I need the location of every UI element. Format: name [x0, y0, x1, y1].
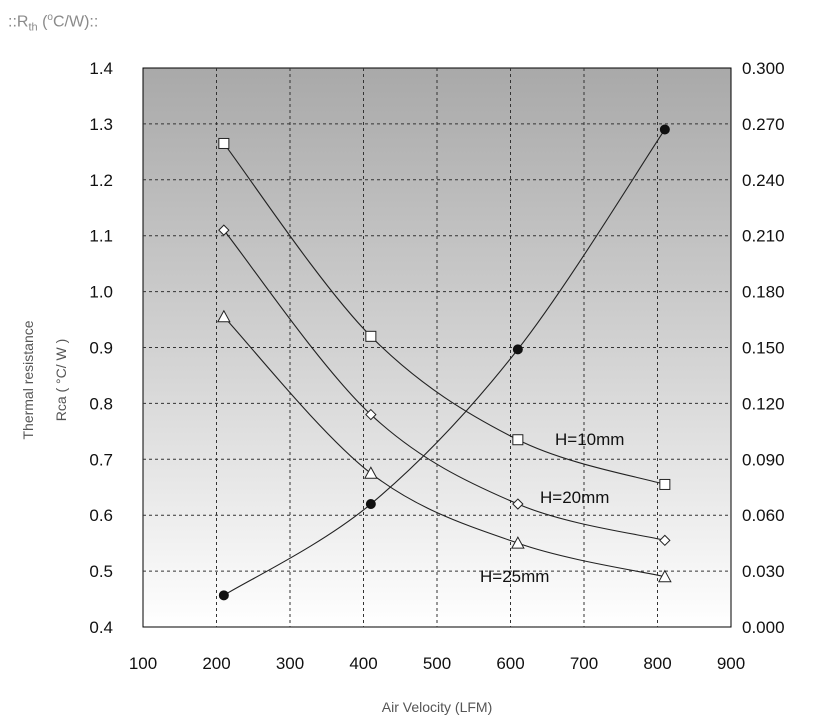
data-point-triangle	[658, 569, 672, 583]
y2-tick-label: 0.090	[742, 450, 785, 469]
y-axis-label-line1: Thermal resistance	[20, 320, 36, 439]
y2-tick-label: 0.150	[742, 339, 785, 358]
data-point-diamond	[365, 408, 377, 421]
y-tick-label: 0.6	[89, 506, 113, 525]
y-tick-label: 1.0	[89, 283, 113, 302]
grid-lines	[143, 68, 731, 627]
y2-tick-label: 0.060	[742, 506, 785, 525]
y2-tick-label: 0.030	[742, 562, 785, 581]
series-labels: H=10mm H=20mm H=25mm	[480, 430, 624, 586]
data-point-diamond	[659, 534, 671, 547]
y2-tick-label: 0.270	[742, 115, 785, 134]
x-tick-label: 700	[570, 654, 598, 673]
data-point-square	[218, 137, 230, 149]
data-point-circle	[218, 590, 229, 601]
series-label: H=25mm	[480, 567, 549, 586]
series-line	[223, 129, 666, 596]
series-1	[218, 137, 671, 490]
series-line	[223, 143, 666, 485]
x-tick-label: 300	[276, 654, 304, 673]
series-group	[217, 124, 672, 601]
x-tick-label: 200	[202, 654, 230, 673]
data-point-square	[512, 434, 524, 446]
y-tick-label: 0.4	[89, 618, 113, 637]
x-axis-ticks: 100 200 300 400 500 600 700 800 900	[129, 654, 745, 673]
y-tick-label: 0.8	[89, 394, 113, 413]
data-point-circle	[365, 499, 376, 510]
data-point-square	[659, 478, 671, 490]
y-axis-ticks: 0.4 0.5 0.6 0.7 0.8 0.9 1.0 1.1 1.2 1.3 1.4	[89, 59, 113, 637]
y-axis-label-line2: Rca ( °C/ W )	[53, 339, 69, 422]
y2-tick-label: 0.120	[742, 394, 785, 413]
series-line	[223, 229, 665, 541]
y-tick-label: 1.2	[89, 171, 113, 190]
y-tick-label: 1.3	[89, 115, 113, 134]
y2-tick-label: 0.210	[742, 227, 785, 246]
y2-tick-label: 0.300	[742, 59, 785, 78]
data-point-circle	[659, 124, 670, 135]
x-tick-label: 600	[496, 654, 524, 673]
x-tick-label: 800	[643, 654, 671, 673]
y-tick-label: 0.5	[89, 562, 113, 581]
series-2	[218, 224, 671, 547]
data-point-diamond	[512, 498, 524, 510]
x-axis-label: Air Velocity (LFM)	[382, 699, 492, 715]
series-label: H=10mm	[555, 430, 624, 449]
data-point-triangle	[511, 536, 525, 549]
x-tick-label: 500	[423, 654, 451, 673]
y2-tick-label: 0.240	[742, 171, 785, 190]
x-tick-label: 400	[349, 654, 377, 673]
y-tick-label: 0.9	[89, 339, 113, 358]
y-tick-label: 0.7	[89, 450, 113, 469]
data-point-circle	[512, 344, 523, 355]
data-point-triangle	[217, 309, 231, 323]
x-tick-label: 100	[129, 654, 157, 673]
chart-header-unit: ::Rth (oC/W)::	[8, 12, 99, 34]
y-tick-label: 1.4	[89, 59, 113, 78]
y2-tick-label: 0.000	[742, 618, 785, 637]
data-point-triangle	[364, 466, 378, 479]
data-point-square	[365, 330, 377, 342]
series-4	[218, 124, 670, 601]
data-point-diamond	[218, 224, 230, 236]
x-tick-label: 900	[717, 654, 745, 673]
y2-axis-ticks: 0.000 0.030 0.060 0.090 0.120 0.150 0.180 0.210…	[742, 59, 785, 637]
y-tick-label: 1.1	[89, 227, 113, 246]
y2-tick-label: 0.180	[742, 283, 785, 302]
series-label: H=20mm	[540, 488, 609, 507]
series-line	[223, 316, 665, 578]
series-3	[217, 309, 672, 583]
